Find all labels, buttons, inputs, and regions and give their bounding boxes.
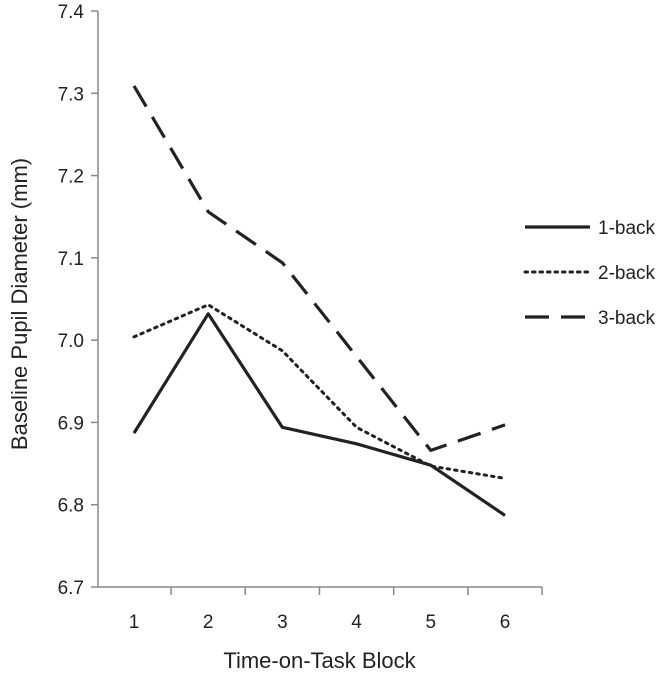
y-axis-ticks: 6.7 6.8 6.9 7.0 7.1 7.2 7.3 7.4 (58, 2, 98, 599)
y-axis-title: Baseline Pupil Diameter (mm) (7, 158, 32, 450)
y-tick-label: 7.3 (58, 84, 84, 105)
x-axis-ticks: 1 2 3 4 5 6 (129, 587, 543, 633)
x-tick-label: 6 (500, 612, 511, 633)
series-group (132, 85, 507, 517)
legend: 1-back 2-back 3-back (523, 218, 656, 329)
x-tick-label: 1 (129, 612, 140, 633)
series-line-1-back (132, 312, 506, 517)
y-tick-label: 6.7 (58, 578, 84, 599)
x-tick-label: 2 (203, 612, 214, 633)
y-tick-label: 6.9 (58, 413, 84, 434)
y-tick-label: 6.8 (58, 496, 84, 517)
legend-label: 1-back (598, 218, 656, 239)
series-line-3-back (132, 85, 506, 453)
y-tick-label: 7.1 (58, 249, 84, 270)
series-line-2-back (132, 303, 507, 480)
y-tick-label: 7.4 (58, 2, 85, 23)
legend-label: 3-back (598, 308, 656, 329)
axes (97, 11, 542, 588)
x-axis-title: Time-on-Task Block (223, 648, 416, 673)
x-tick-label: 5 (426, 612, 437, 633)
x-tick-label: 3 (277, 612, 288, 633)
y-tick-label: 7.2 (58, 167, 84, 188)
legend-label: 2-back (598, 263, 656, 284)
x-tick-label: 4 (351, 612, 362, 633)
y-tick-label: 7.0 (58, 331, 84, 352)
